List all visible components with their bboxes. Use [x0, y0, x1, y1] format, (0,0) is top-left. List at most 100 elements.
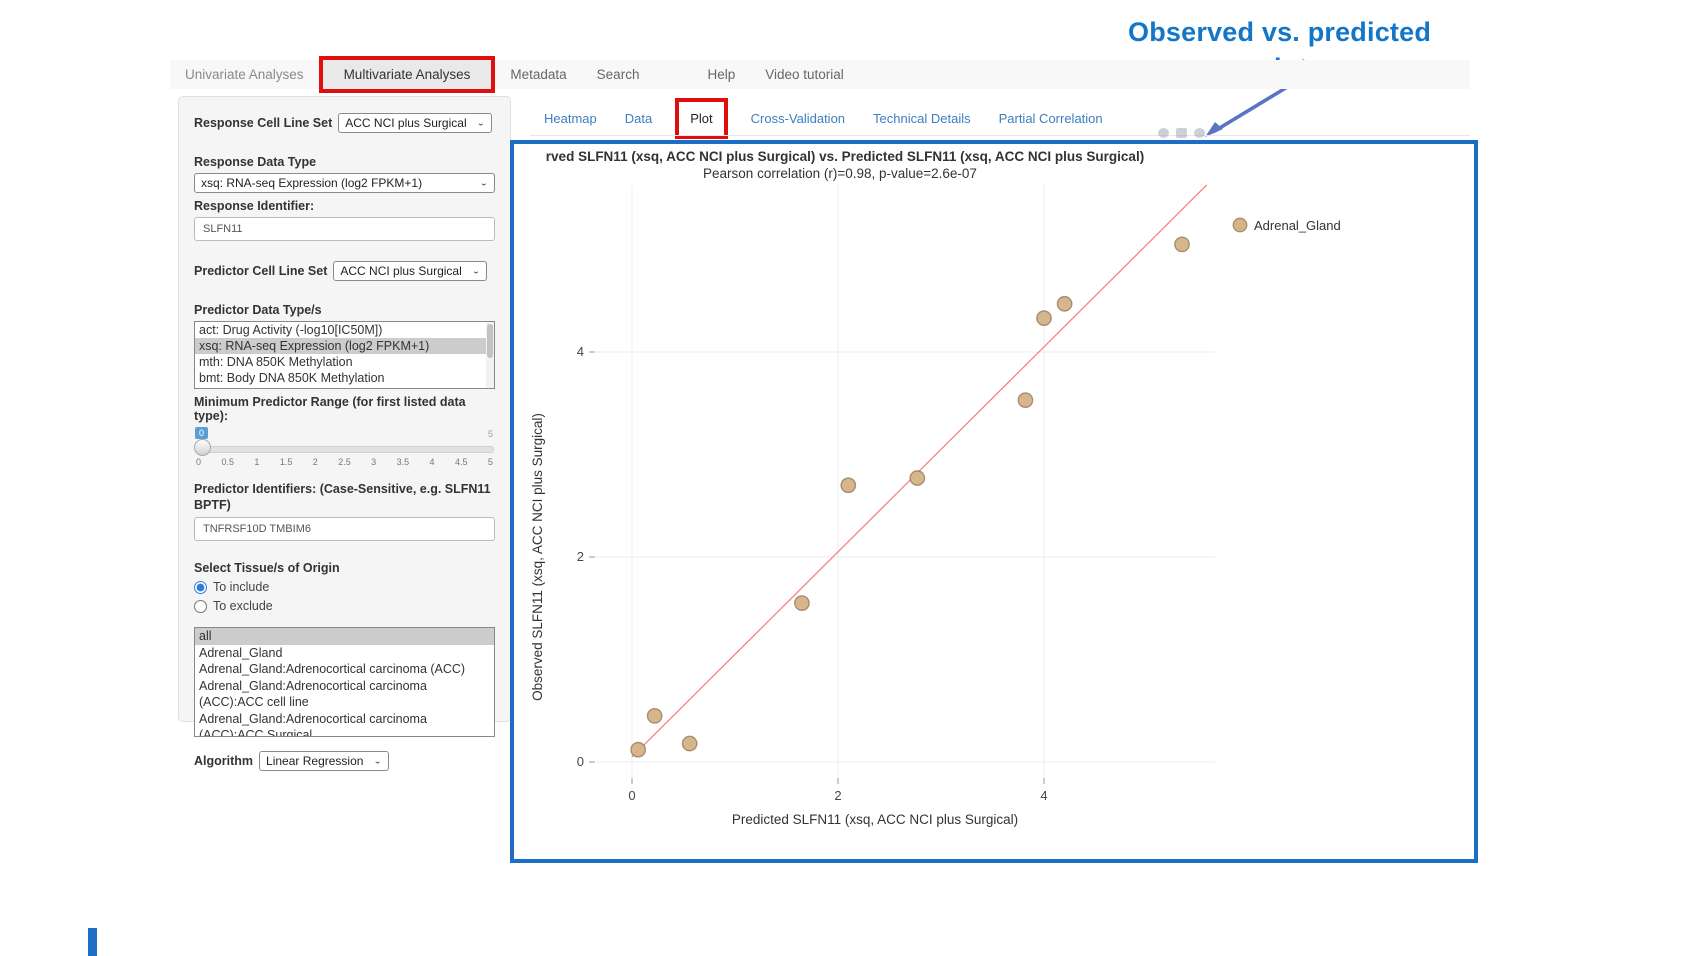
data-point[interactable] [1017, 392, 1034, 409]
slider-tick: 0.5 [221, 457, 234, 467]
response-identifier-label: Response Identifier: [194, 199, 315, 213]
nav-video-tutorial[interactable]: Video tutorial [765, 67, 844, 82]
response-data-type-value: xsq: RNA-seq Expression (log2 FPKM+1) [201, 176, 423, 190]
nav-search[interactable]: Search [596, 67, 640, 82]
response-identifier-input[interactable] [194, 217, 495, 241]
slider-handle[interactable] [194, 439, 211, 456]
scatter-plot: rved SLFN11 (xsq, ACC NCI plus Surgical)… [530, 149, 1341, 827]
predictor-data-types-label: Predictor Data Type/s [194, 303, 322, 317]
chevron-down-icon: ⌄ [476, 118, 485, 128]
predictor-identifiers-input[interactable] [194, 517, 495, 541]
data-point[interactable] [646, 707, 663, 724]
slider-tick: 3 [371, 457, 377, 467]
algorithm-label: Algorithm [194, 754, 254, 768]
radio-exclude-input[interactable] [194, 599, 207, 613]
plot-card: rved SLFN11 (xsq, ACC NCI plus Surgical)… [510, 140, 1478, 863]
radio-include-label: To include [213, 580, 270, 594]
chevron-down-icon: ⌄ [373, 756, 382, 766]
slider-value-badge: 0 [195, 427, 209, 439]
nav-active-red-box: Multivariate Analyses [318, 56, 496, 93]
response-data-type-select[interactable]: xsq: RNA-seq Expression (log2 FPKM+1) ⌄ [194, 173, 495, 193]
data-point[interactable] [909, 470, 926, 486]
plot-title: rved SLFN11 (xsq, ACC NCI plus Surgical)… [546, 149, 1144, 164]
radio-to-exclude[interactable]: To exclude [194, 599, 495, 613]
select-tissues-label: Select Tissue/s of Origin [194, 561, 340, 575]
decoration-blue-bar [88, 928, 97, 956]
nav-univariate-analyses[interactable]: Univariate Analyses [185, 67, 304, 82]
chevron-down-icon: ⌄ [479, 178, 488, 188]
top-nav: Univariate Analyses Multivariate Analyse… [170, 56, 1470, 93]
scrollbar[interactable] [486, 322, 494, 388]
slider-tick: 5 [487, 457, 493, 467]
slider-track[interactable] [195, 446, 494, 453]
x-tick-label: 4 [1040, 788, 1047, 803]
list-item[interactable]: Adrenal_Gland:Adrenocortical carcinoma (… [199, 711, 427, 737]
plotly-modebar[interactable] [1158, 128, 1205, 138]
x-tick-label: 2 [834, 788, 841, 803]
tab-plot[interactable]: Plot [675, 98, 728, 139]
annotation-line1: Observed vs. predicted [1128, 17, 1432, 47]
legend-marker[interactable] [1232, 217, 1248, 233]
predictor-cell-line-set-select[interactable]: ACC NCI plus Surgical ⌄ [333, 261, 488, 281]
list-item-selected[interactable]: xsq: RNA-seq Expression (log2 FPKM+1) [195, 338, 494, 354]
slider-tick-labels: 0 0.5 1 1.5 2 2.5 3 3.5 4 4.5 5 [196, 457, 493, 467]
data-point[interactable] [1056, 295, 1073, 312]
radio-include-input[interactable] [194, 580, 207, 594]
y-tick-label: 4 [577, 344, 584, 359]
algorithm-value: Linear Regression [266, 754, 364, 768]
algorithm-select[interactable]: Linear Regression ⌄ [259, 751, 389, 771]
minimum-predictor-range-slider: 0 5 0 0.5 1 1.5 2 2.5 3 3.5 4 4.5 5 [194, 427, 495, 475]
list-item[interactable]: Adrenal_Gland [199, 645, 283, 660]
plot-subtitle: Pearson correlation (r)=0.98, p-value=2.… [703, 166, 977, 181]
tab-heatmap[interactable]: Heatmap [544, 111, 597, 126]
analysis-settings-panel: Response Cell Line Set ACC NCI plus Surg… [178, 96, 511, 771]
data-point[interactable] [1174, 236, 1190, 253]
response-cell-line-set-value: ACC NCI plus Surgical [345, 116, 467, 130]
list-item[interactable]: bmt: Body DNA 850K Methylation [199, 371, 385, 385]
response-cell-line-set-select[interactable]: ACC NCI plus Surgical ⌄ [338, 113, 492, 133]
y-axis-title: Observed SLFN11 (xsq, ACC NCI plus Surgi… [530, 413, 545, 701]
radio-exclude-label: To exclude [213, 599, 273, 613]
data-point[interactable] [1036, 310, 1052, 327]
tabs-divider [530, 135, 1470, 136]
data-point[interactable] [630, 741, 647, 758]
data-point[interactable] [794, 595, 810, 612]
slider-max-label: 5 [487, 429, 493, 439]
tab-cross-validation[interactable]: Cross-Validation [750, 111, 846, 126]
list-item[interactable]: Adrenal_Gland:Adrenocortical carcinoma (… [199, 678, 427, 710]
slider-tick: 4.5 [454, 457, 468, 467]
tab-data[interactable]: Data [624, 111, 653, 126]
nav-multivariate-analyses[interactable]: Multivariate Analyses [343, 67, 471, 82]
list-item[interactable]: mth: DNA 850K Methylation [199, 355, 353, 369]
x-tick-label: 0 [628, 788, 635, 803]
predictor-cell-line-set-label: Predictor Cell Line Set [194, 264, 328, 278]
list-item-selected[interactable]: all [195, 628, 494, 645]
minimum-predictor-range-label: Minimum Predictor Range (for first liste… [194, 395, 466, 423]
predictor-data-types-listbox: act: Drug Activity (-log10[IC50M]) xsq: … [194, 321, 495, 389]
slider-tick: 4 [429, 457, 435, 467]
chevron-down-icon: ⌄ [471, 266, 481, 276]
data-point[interactable] [840, 477, 857, 494]
response-cell-line-set-label: Response Cell Line Set [194, 116, 333, 130]
slider-tick: 2.5 [338, 457, 351, 467]
slider-tick: 2 [312, 457, 318, 467]
slider-tick: 1.5 [279, 457, 293, 467]
tissue-listbox: all Adrenal_Gland Adrenal_Gland:Adrenoco… [194, 627, 495, 737]
y-tick-label: 2 [577, 549, 584, 564]
annotation-arrow [1205, 84, 1290, 137]
y-tick-label: 0 [577, 754, 584, 769]
list-item[interactable]: act: Drug Activity (-log10[IC50M]) [199, 323, 383, 337]
nav-help[interactable]: Help [707, 67, 736, 82]
tab-technical-details[interactable]: Technical Details [873, 111, 971, 126]
radio-to-include[interactable]: To include [194, 580, 495, 594]
list-item[interactable]: Adrenal_Gland:Adrenocortical carcinoma (… [199, 662, 466, 676]
predictor-cell-line-set-value: ACC NCI plus Surgical [340, 264, 462, 278]
tab-partial-correlation[interactable]: Partial Correlation [998, 111, 1103, 126]
legend-label: Adrenal_Gland [1254, 218, 1341, 233]
slider-tick: 1 [254, 457, 260, 467]
nav-metadata[interactable]: Metadata [510, 67, 567, 82]
slider-tick: 3.5 [396, 457, 410, 467]
predictor-identifiers-label: Predictor Identifiers: (Case-Sensitive, … [194, 482, 491, 512]
data-point[interactable] [681, 735, 698, 752]
result-tabs: Heatmap Data Plot Cross-Validation Techn… [544, 98, 1103, 139]
